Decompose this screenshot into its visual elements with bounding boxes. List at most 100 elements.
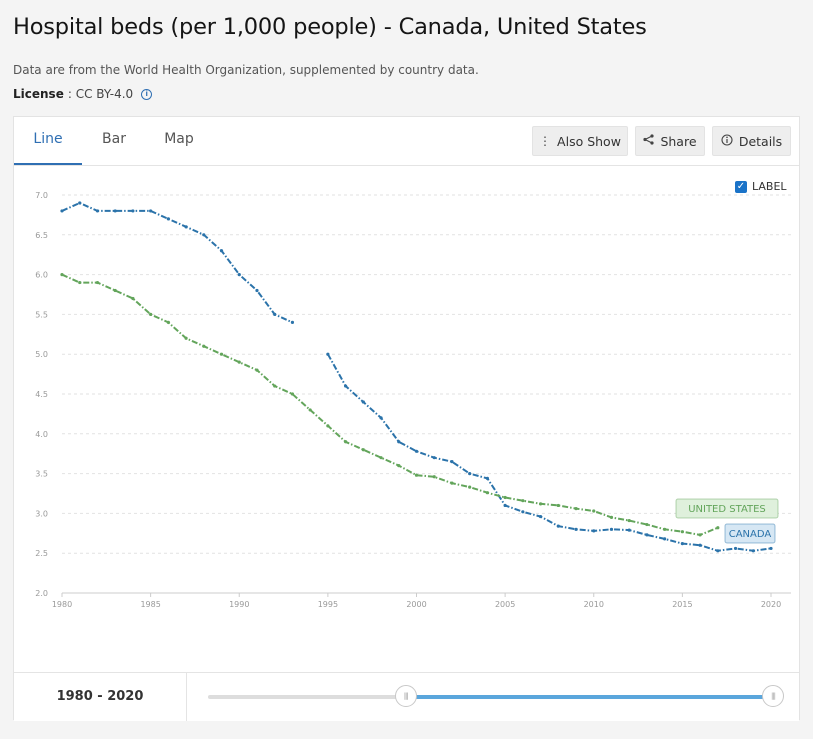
united-states-point [574, 507, 578, 511]
y-tick-label: 4.0 [35, 430, 48, 439]
canada-point [592, 529, 596, 533]
canada-point [184, 225, 188, 229]
y-tick-label: 7.0 [35, 191, 48, 200]
y-tick-label: 6.0 [35, 271, 48, 280]
tab-bar[interactable]: Bar [102, 131, 126, 147]
info-icon[interactable]: i [141, 88, 153, 100]
x-tick-label: 2000 [406, 600, 426, 609]
canada-point [202, 233, 206, 237]
canada-point [149, 209, 153, 213]
united-states-point [698, 533, 702, 537]
united-states-point [397, 464, 401, 468]
united-states-point [538, 502, 543, 506]
canada-point [733, 546, 738, 551]
y-tick-label: 5.0 [35, 350, 48, 359]
united-states-point [166, 320, 170, 324]
united-states-point [78, 280, 82, 285]
range-end: 2020 [107, 689, 144, 704]
canada-point [326, 352, 330, 356]
license-line: License : CC BY-4.0 i [13, 87, 153, 101]
canada-point [219, 249, 224, 253]
united-states-point [521, 499, 525, 503]
details-label: Details [738, 133, 783, 149]
united-states-point [609, 515, 614, 519]
united-states-point [149, 312, 153, 316]
canada-line [327, 353, 772, 552]
canada-point [344, 384, 348, 388]
canada-point [273, 312, 277, 316]
canada-point [574, 527, 578, 531]
canada-point [113, 209, 117, 213]
x-tick-label: 1990 [229, 600, 249, 609]
united-states-point [202, 344, 206, 348]
canada-point [379, 416, 383, 420]
united-states-point [184, 336, 188, 340]
canada-point [414, 449, 419, 453]
canada-point [60, 209, 64, 213]
slider-end-handle[interactable]: ||| [762, 685, 784, 707]
united-states-point [361, 448, 365, 452]
canada-point [166, 217, 170, 221]
chart-card: Line Bar Map ⋮ Also Show Share Details ✓… [13, 116, 800, 721]
page-title: Hospital beds (per 1,000 people) - Canad… [13, 14, 647, 40]
united-states-point [627, 518, 631, 523]
canada-point [131, 209, 135, 213]
united-states-point [716, 526, 720, 530]
canada-point [627, 528, 631, 532]
united-states-point [326, 424, 330, 428]
also-show-label: Also Show [557, 133, 621, 149]
united-states-point [680, 530, 684, 534]
canada-point [751, 549, 755, 553]
label-toggle-text: LABEL [752, 180, 787, 193]
canada-label-box [724, 523, 776, 544]
canada-point [645, 533, 649, 537]
view-tabs: Line Bar Map ⋮ Also Show Share Details [14, 117, 799, 166]
checkbox-checked-icon[interactable]: ✓ [735, 180, 747, 193]
y-tick-label: 3.0 [35, 509, 48, 518]
canada-line [61, 202, 293, 324]
united-states-point [645, 522, 649, 527]
year-range-label: 1980 - 2020 [14, 673, 187, 721]
united-states-point [237, 360, 241, 364]
united-states-point [255, 368, 259, 372]
canada-point [556, 524, 560, 528]
canada-point [503, 503, 507, 508]
details-button[interactable]: Details [712, 126, 791, 156]
x-tick-label: 2020 [761, 600, 781, 609]
year-range-footer: 1980 - 2020 ||| ||| [14, 672, 799, 721]
share-icon [643, 134, 655, 148]
canada-point [468, 472, 472, 476]
canada-point [78, 201, 82, 205]
united-states-label-box [675, 498, 779, 519]
also-show-button[interactable]: ⋮ Also Show [532, 126, 628, 156]
canada-point [255, 288, 259, 293]
united-states-point [468, 485, 472, 489]
united-states-point [290, 392, 295, 396]
united-states-point [556, 503, 560, 508]
slider-start-handle[interactable]: ||| [394, 685, 417, 707]
united-states-line [61, 273, 719, 536]
license-label: License [13, 87, 64, 101]
canada-end-label: CANADA [729, 529, 772, 540]
united-states-point [450, 481, 454, 485]
x-tick-label: 1995 [318, 600, 338, 609]
canada-point [538, 514, 543, 519]
tab-line[interactable]: Line [14, 117, 82, 165]
united-states-point [663, 527, 667, 531]
share-button[interactable]: Share [635, 126, 705, 156]
united-states-point [592, 509, 596, 513]
canada-point [290, 320, 295, 324]
canada-point [680, 542, 684, 546]
license-value: : CC BY-4.0 [67, 87, 134, 101]
label-toggle[interactable]: ✓ LABEL [735, 180, 787, 193]
tab-map[interactable]: Map [164, 131, 194, 147]
x-tick-label: 2010 [584, 600, 604, 609]
canada-point [361, 400, 365, 404]
year-range-slider[interactable]: ||| ||| [208, 685, 784, 707]
x-tick-label: 2015 [672, 600, 692, 609]
y-tick-label: 2.0 [35, 589, 48, 598]
y-tick-label: 5.5 [35, 310, 48, 319]
canada-point [521, 510, 525, 514]
united-states-point [344, 440, 348, 444]
united-states-point [273, 384, 277, 388]
